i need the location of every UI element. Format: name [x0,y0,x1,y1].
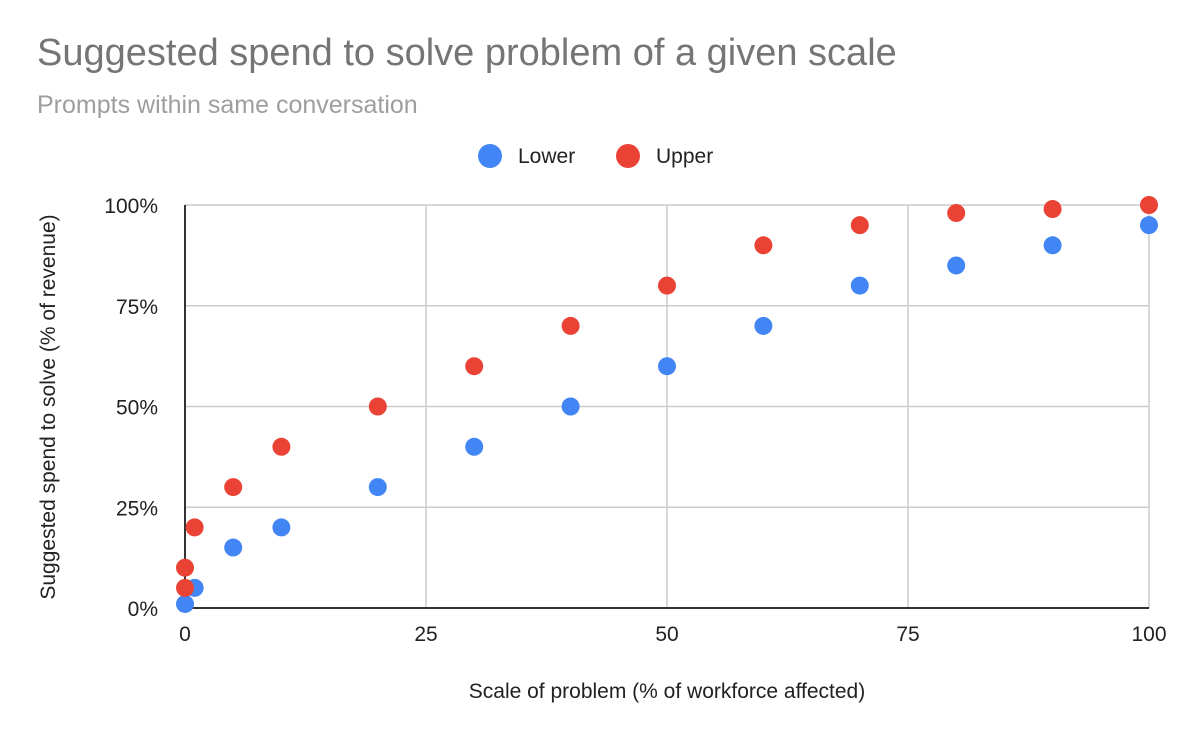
chart-subtitle: Prompts within same conversation [37,91,418,119]
lower-point [176,594,194,613]
lower-point [1043,236,1062,255]
upper-point [1043,200,1062,219]
lower-point [224,538,243,557]
chart-title: Suggested spend to solve problem of a gi… [37,32,897,74]
x-tick-label: 75 [896,623,919,646]
y-tick-label: 75% [116,296,158,319]
upper-point [185,518,204,537]
tick-labels: 0% 25% 50% 75% 100% 0 25 50 75 100 [104,195,1166,646]
lower-point [1140,216,1158,235]
gridlines [184,204,1150,609]
legend-upper-marker [616,144,640,168]
legend[interactable]: Lower Upper [478,144,713,168]
lower-point [368,478,387,497]
x-axis-label: Scale of problem (% of workforce affecte… [469,680,865,703]
legend-upper-label[interactable]: Upper [656,145,713,168]
lower-point [272,518,291,537]
upper-point [850,216,869,235]
legend-lower-marker [478,144,502,168]
upper-point [176,578,194,597]
upper-point [176,558,194,577]
upper-point [224,478,243,497]
lower-point [754,316,773,335]
upper-point [947,204,966,223]
lower-point [561,397,580,416]
x-tick-label: 0 [179,623,191,646]
lower-point [947,256,966,275]
y-axis-label: Suggested spend to solve (% of revenue) [37,214,60,599]
x-tick-label: 100 [1131,623,1166,646]
lower-point [658,357,676,376]
upper-point [368,397,387,416]
y-tick-label: 100% [104,195,158,218]
upper-point [754,236,773,255]
y-tick-label: 50% [116,397,158,420]
upper-point [465,357,484,376]
axes [184,205,1149,609]
upper-point [561,316,580,335]
y-tick-label: 0% [128,598,158,621]
data-points [176,196,1158,613]
x-tick-label: 25 [414,623,437,646]
upper-point [272,437,291,456]
x-tick-label: 50 [655,623,678,646]
lower-point [850,276,869,295]
y-tick-label: 25% [116,497,158,520]
legend-lower-label[interactable]: Lower [518,145,575,168]
lower-point [465,437,484,456]
upper-point [658,276,676,295]
upper-point [1140,196,1158,214]
